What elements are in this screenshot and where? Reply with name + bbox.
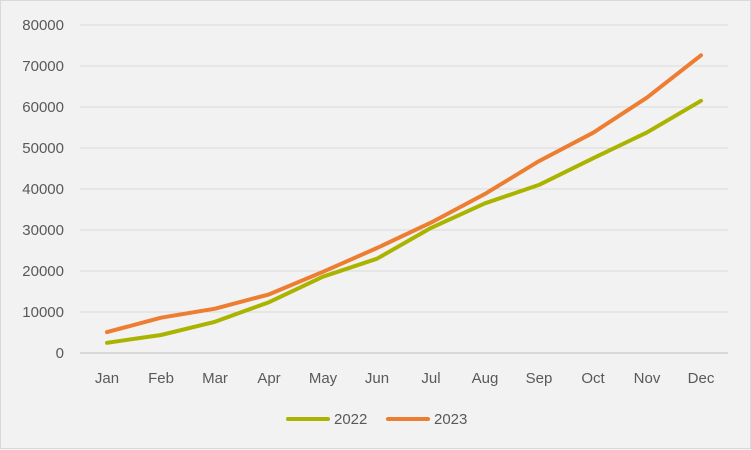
y-tick-label: 80000 xyxy=(22,17,64,34)
x-tick-label: Nov xyxy=(634,370,661,387)
y-tick-label: 70000 xyxy=(22,58,64,75)
x-tick-label: Mar xyxy=(202,370,228,387)
series-lines xyxy=(105,53,703,345)
y-tick-label: 10000 xyxy=(22,304,64,321)
series-line-2022 xyxy=(105,98,703,345)
x-tick-label: Sep xyxy=(526,370,553,387)
y-tick-label: 30000 xyxy=(22,222,64,239)
y-tick-label: 40000 xyxy=(22,181,64,198)
y-tick-label: 20000 xyxy=(22,263,64,280)
x-tick-label: Jul xyxy=(421,370,440,387)
y-tick-label: 50000 xyxy=(22,140,64,157)
x-axis: Jan Feb Mar Apr May Jun Jul Aug Sep Oct Nov Dec xyxy=(95,370,715,387)
legend: 2022 2023 xyxy=(286,411,467,428)
y-axis: 0 10000 20000 30000 40000 50000 60000 70000 8000… xyxy=(22,17,64,362)
series-line-2023 xyxy=(105,53,703,335)
legend-label-2022: 2022 xyxy=(334,411,367,428)
x-tick-label: May xyxy=(309,370,338,387)
gridlines xyxy=(80,24,728,354)
x-tick-label: Feb xyxy=(148,370,174,387)
x-tick-label: Apr xyxy=(257,370,280,387)
x-tick-label: Oct xyxy=(581,370,605,387)
y-tick-label: 0 xyxy=(56,345,64,362)
legend-label-2023: 2023 xyxy=(434,411,467,428)
x-tick-label: Jun xyxy=(365,370,389,387)
x-tick-label: Dec xyxy=(688,370,715,387)
x-tick-label: Aug xyxy=(472,370,499,387)
x-tick-label: Jan xyxy=(95,370,119,387)
y-tick-label: 60000 xyxy=(22,99,64,116)
